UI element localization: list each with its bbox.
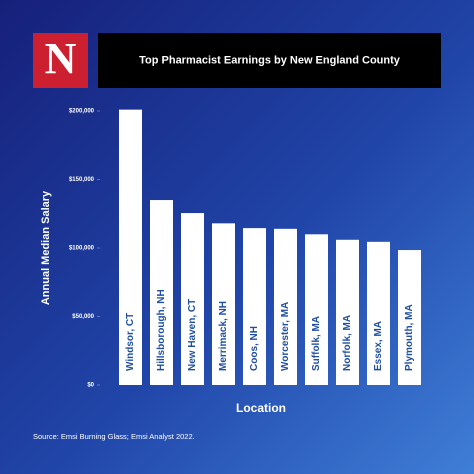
x-tick-label: Norfolk, MA [342,315,353,371]
y-tick-label: $200,000 [69,109,95,115]
bar [398,250,421,385]
bar [181,213,204,385]
logo-box [33,33,88,88]
x-tick-label: Merrimack, NH [218,301,229,371]
chart-title: Top Pharmacist Earnings by New England C… [139,54,401,66]
x-tick-label: Essex, MA [373,321,384,371]
logo: N [45,34,77,83]
bar [336,239,359,385]
x-tick-label: Suffolk, MA [311,316,322,371]
bar [305,234,328,385]
x-tick-label: Plymouth, MA [404,304,415,371]
x-tick-label: Hillsborough, NH [156,289,167,371]
bar [367,241,390,385]
title-bar [98,33,441,88]
x-axis-label: Location [236,401,286,415]
bar [119,109,142,385]
source: Source: Emsi Burning Glass; Emsi Analyst… [33,432,195,441]
bar [243,228,266,385]
y-axis-label: Annual Median Salary [40,190,52,305]
y-tick-label: $50,000 [72,314,94,320]
bar [274,228,297,385]
x-tick-label: New Haven, CT [187,299,198,371]
x-tick-label: Coos, NH [249,326,260,371]
y-tick-label: $150,000 [69,177,95,183]
bar [212,223,235,385]
x-tick-label: Windsor, CT [125,313,136,371]
bar [150,200,173,385]
y-tick-label: $0 [87,383,94,389]
x-tick-label: Worcester, MA [280,302,291,371]
y-tick-label: $100,000 [69,246,95,252]
